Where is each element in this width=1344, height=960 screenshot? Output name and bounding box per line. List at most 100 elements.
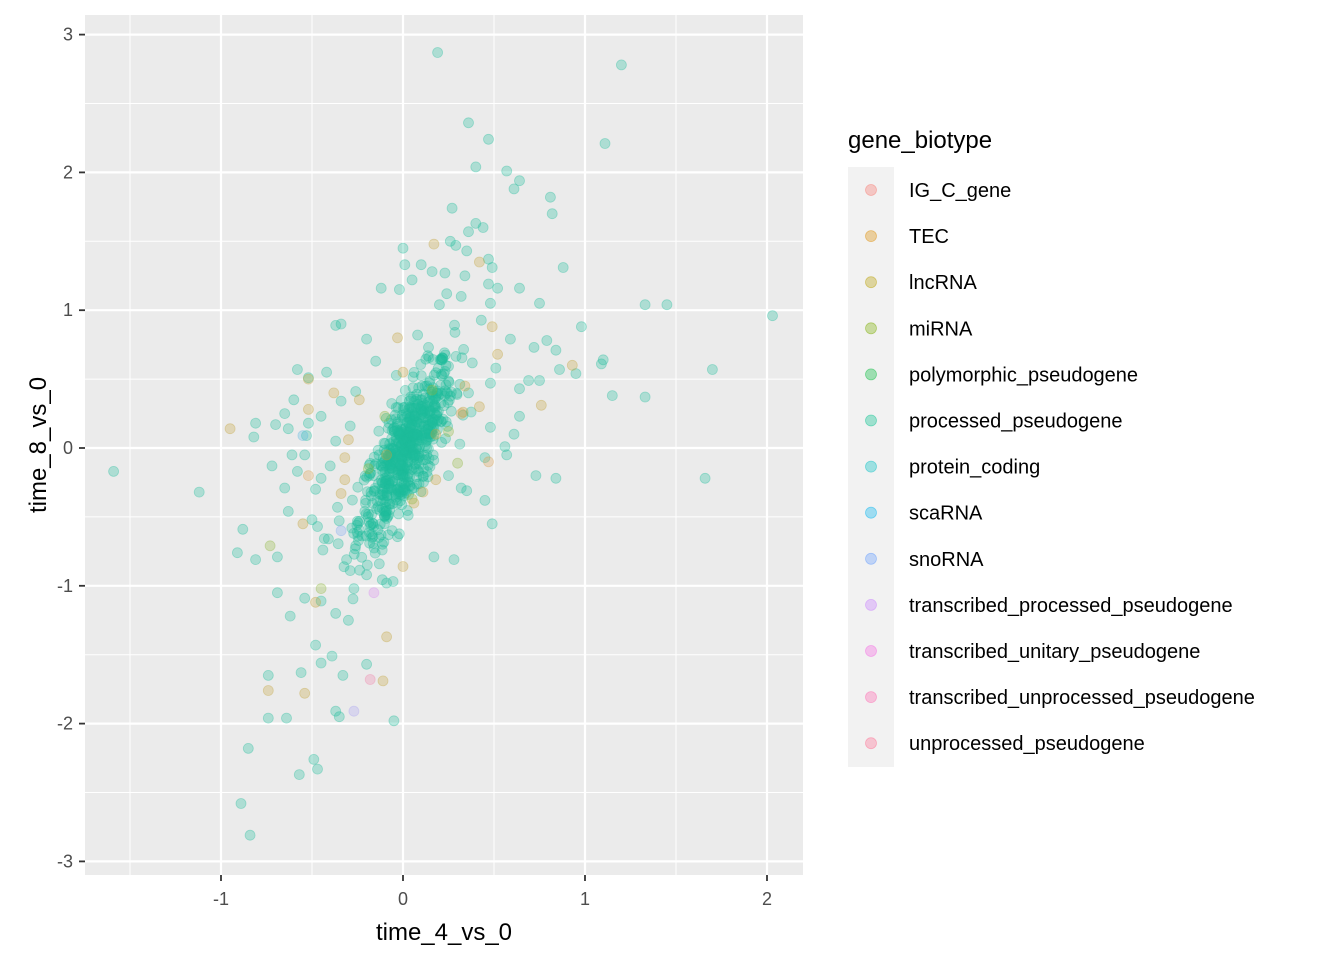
data-point — [535, 399, 547, 411]
data-point — [436, 370, 448, 382]
data-point — [193, 486, 205, 498]
data-point — [550, 344, 562, 356]
data-point — [399, 384, 411, 396]
data-point — [484, 421, 496, 433]
data-point — [378, 490, 390, 502]
data-point — [414, 394, 426, 406]
data-point — [431, 385, 443, 397]
data-point — [430, 392, 442, 404]
data-point — [302, 372, 314, 384]
legend-label: protein_coding — [909, 457, 1040, 479]
data-point — [361, 658, 373, 670]
data-point — [380, 412, 392, 424]
data-point — [415, 430, 427, 441]
data-point — [479, 452, 491, 464]
data-point — [330, 435, 342, 447]
data-point — [408, 450, 420, 462]
data-point — [397, 443, 409, 455]
data-point — [412, 398, 424, 410]
data-point — [566, 359, 578, 371]
data-point — [407, 449, 419, 461]
data-point — [366, 509, 378, 520]
legend-key-background — [848, 167, 894, 767]
data-point — [406, 413, 418, 425]
data-point — [376, 538, 388, 550]
legend-label: transcribed_unprocessed_pseudogene — [909, 687, 1255, 709]
data-point — [435, 415, 447, 427]
data-point — [372, 444, 384, 456]
data-point — [404, 411, 416, 423]
data-point — [422, 459, 434, 471]
y-axis-title: time_8_vs_0 — [25, 377, 52, 513]
legend-key — [865, 414, 877, 427]
data-point — [392, 416, 403, 428]
data-point — [359, 470, 371, 482]
data-point — [262, 712, 274, 724]
data-point — [393, 428, 404, 439]
data-point — [389, 448, 401, 460]
data-point — [401, 416, 413, 428]
data-point — [428, 423, 440, 435]
data-point — [380, 507, 392, 518]
data-point — [441, 288, 453, 300]
data-point — [380, 460, 392, 472]
data-point — [396, 499, 408, 511]
data-point — [397, 242, 409, 254]
data-point — [387, 460, 399, 472]
data-point — [390, 435, 402, 446]
data-point — [442, 420, 454, 432]
data-point — [387, 498, 399, 510]
legend-label: processed_pseudogene — [909, 411, 1123, 433]
data-point — [379, 410, 391, 422]
data-point — [380, 496, 391, 508]
data-point — [399, 259, 411, 271]
data-point — [376, 574, 388, 586]
data-point — [271, 587, 283, 599]
data-point — [707, 364, 718, 375]
data-point — [348, 583, 360, 594]
data-point — [330, 705, 342, 717]
data-point — [439, 267, 451, 279]
data-point — [306, 514, 318, 526]
data-point — [347, 593, 359, 605]
data-point — [302, 417, 314, 429]
data-point — [398, 435, 410, 447]
data-point — [394, 428, 406, 440]
data-point — [405, 438, 417, 450]
data-point — [368, 542, 380, 554]
data-point — [385, 458, 396, 470]
legend-label: miRNA — [909, 318, 973, 340]
data-point — [312, 521, 323, 532]
data-point — [404, 479, 416, 491]
data-point — [383, 417, 395, 429]
data-point — [400, 477, 412, 488]
data-point — [391, 424, 403, 436]
data-point — [440, 359, 452, 371]
data-point — [352, 481, 364, 493]
data-point — [426, 384, 438, 396]
legend-key — [865, 552, 877, 565]
data-point — [310, 596, 322, 608]
data-point — [392, 437, 404, 449]
data-point — [424, 395, 436, 407]
data-point — [381, 485, 393, 497]
data-point — [404, 480, 416, 492]
data-point — [410, 428, 422, 440]
data-point — [415, 486, 427, 498]
data-point — [388, 425, 400, 437]
data-point — [433, 414, 445, 425]
legend-items: IG_C_gene TEC lncRNA miRNA polymorphic_pseud… — [865, 180, 1255, 755]
data-point — [382, 474, 394, 486]
data-point — [382, 529, 394, 541]
data-point — [393, 428, 405, 440]
data-point — [318, 533, 330, 544]
data-point — [417, 429, 429, 441]
data-point — [405, 393, 417, 405]
data-point — [419, 380, 431, 392]
data-point — [439, 385, 451, 397]
data-point — [386, 433, 398, 444]
y-tick-label: -1 — [57, 576, 73, 596]
data-point — [391, 469, 403, 481]
data-point — [406, 432, 417, 444]
data-point — [422, 443, 434, 455]
